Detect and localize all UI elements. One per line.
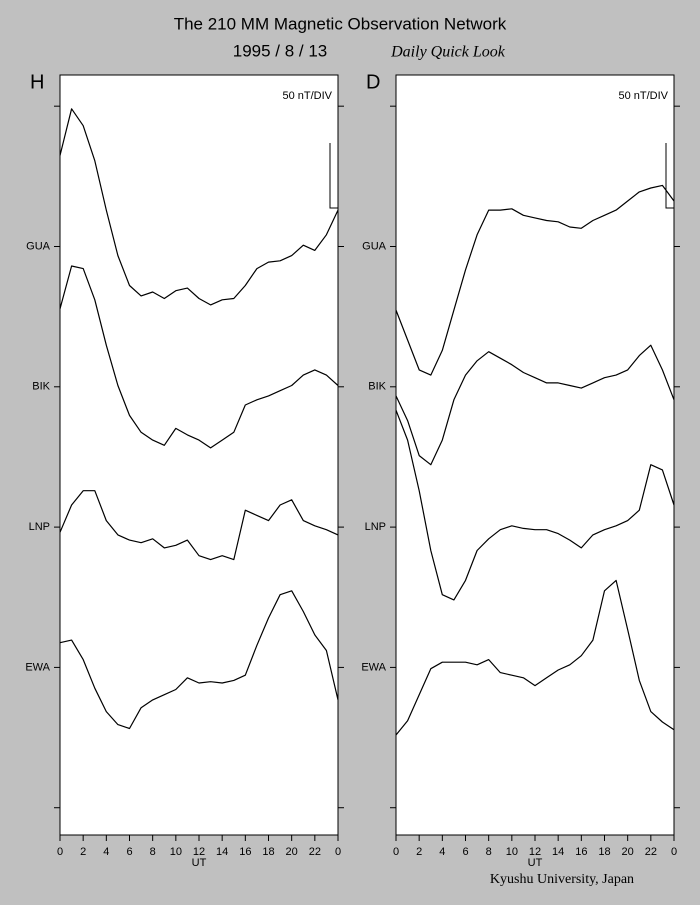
- x-tick-label: 22: [309, 846, 321, 858]
- x-tick-label: 18: [598, 846, 610, 858]
- title: The 210 MM Magnetic Observation Network: [174, 14, 507, 33]
- series-line: [395, 579, 675, 736]
- x-tick-label: 12: [193, 846, 205, 858]
- scale-label: 50 nT/DIV: [618, 90, 668, 102]
- subtitle: Daily Quick Look: [390, 44, 506, 61]
- y-tick-label: LNP: [29, 521, 50, 533]
- y-tick-label: GUA: [362, 240, 387, 252]
- x-tick-label: 10: [506, 846, 518, 858]
- y-tick-label: BIK: [32, 381, 50, 393]
- x-tick-label: 0: [671, 846, 677, 858]
- x-tick-label: 22: [645, 846, 657, 858]
- scale-bar: [329, 143, 338, 209]
- x-tick-label: 10: [170, 846, 182, 858]
- plot-area: [395, 74, 675, 836]
- scale-bar: [665, 143, 674, 209]
- y-tick-label: EWA: [361, 661, 386, 673]
- y-tick-label: BIK: [368, 381, 386, 393]
- series-line: [59, 108, 339, 306]
- y-tick-label: LNP: [365, 521, 386, 533]
- x-tick-label: 4: [103, 846, 109, 858]
- x-axis-label: UT: [528, 857, 543, 869]
- series-line: [59, 590, 339, 730]
- x-tick-label: 20: [286, 846, 298, 858]
- series-line: [395, 184, 675, 376]
- x-tick-label: 12: [529, 846, 541, 858]
- x-tick-label: 0: [57, 846, 63, 858]
- panel-label: D: [366, 71, 380, 93]
- date: 1995 / 8 / 13: [233, 41, 328, 60]
- series-line: [59, 265, 339, 449]
- series-line: [395, 409, 675, 601]
- series-line: [395, 344, 675, 466]
- y-tick-label: GUA: [26, 240, 51, 252]
- series-line: [59, 490, 339, 561]
- x-tick-label: 4: [439, 846, 445, 858]
- x-tick-label: 14: [216, 846, 228, 858]
- x-tick-label: 8: [150, 846, 156, 858]
- x-tick-label: 14: [552, 846, 564, 858]
- x-tick-label: 0: [393, 846, 399, 858]
- panel-label: H: [30, 71, 44, 93]
- x-tick-label: 6: [126, 846, 132, 858]
- x-tick-label: 2: [80, 846, 86, 858]
- credit: Kyushu University, Japan: [490, 872, 634, 887]
- x-tick-label: 2: [416, 846, 422, 858]
- x-tick-label: 20: [622, 846, 634, 858]
- y-tick-label: EWA: [25, 661, 50, 673]
- x-tick-label: 16: [575, 846, 587, 858]
- x-tick-label: 6: [462, 846, 468, 858]
- x-tick-label: 18: [262, 846, 274, 858]
- x-tick-label: 0: [335, 846, 341, 858]
- plot-area: [59, 74, 339, 836]
- scale-label: 50 nT/DIV: [282, 90, 332, 102]
- x-tick-label: 16: [239, 846, 251, 858]
- x-axis-label: UT: [192, 857, 207, 869]
- x-tick-label: 8: [486, 846, 492, 858]
